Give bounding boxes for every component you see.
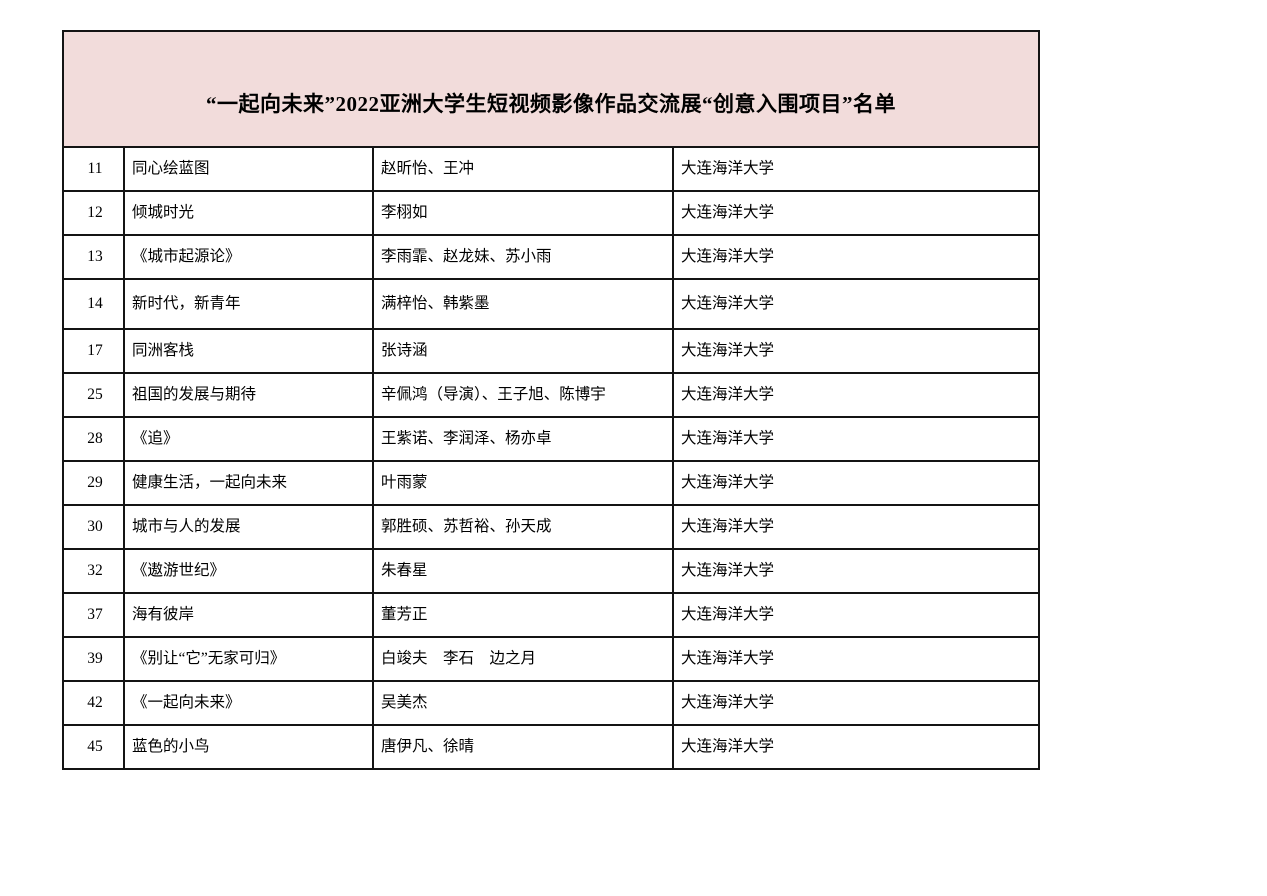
work-title-cell: 《追》 (123, 416, 374, 462)
table-row: 42 《一起向未来》 吴美杰 大连海洋大学 (62, 680, 1040, 726)
work-title-cell: 同洲客栈 (123, 328, 374, 374)
table-title: “一起向未来”2022亚洲大学生短视频影像作品交流展“创意入围项目”名单 (206, 92, 896, 116)
authors-cell: 满梓怡、韩紫墨 (372, 278, 674, 330)
school-cell: 大连海洋大学 (672, 328, 1040, 374)
row-number-cell: 25 (62, 372, 125, 418)
work-title-cell: 城市与人的发展 (123, 504, 374, 550)
work-title-cell: 海有彼岸 (123, 592, 374, 638)
school-cell: 大连海洋大学 (672, 636, 1040, 682)
table-row: 32 《遨游世纪》 朱春星 大连海洋大学 (62, 548, 1040, 594)
row-number-cell: 11 (62, 146, 125, 192)
row-number-cell: 37 (62, 592, 125, 638)
authors-cell: 董芳正 (372, 592, 674, 638)
table-row: 29 健康生活，一起向未来 叶雨蒙 大连海洋大学 (62, 460, 1040, 506)
school-cell: 大连海洋大学 (672, 724, 1040, 770)
table-row: 39 《别让“它”无家可归》 白竣夫 李石 边之月 大连海洋大学 (62, 636, 1040, 682)
row-number-cell: 13 (62, 234, 125, 280)
work-title-cell: 祖国的发展与期待 (123, 372, 374, 418)
school-cell: 大连海洋大学 (672, 460, 1040, 506)
table-row: 28 《追》 王紫诺、李润泽、杨亦卓 大连海洋大学 (62, 416, 1040, 462)
table-row: 11 同心绘蓝图 赵昕怡、王冲 大连海洋大学 (62, 146, 1040, 192)
authors-cell: 朱春星 (372, 548, 674, 594)
work-title-cell: 新时代，新青年 (123, 278, 374, 330)
row-number-cell: 30 (62, 504, 125, 550)
authors-cell: 李雨霏、赵龙妹、苏小雨 (372, 234, 674, 280)
work-title-cell: 蓝色的小鸟 (123, 724, 374, 770)
authors-cell: 李栩如 (372, 190, 674, 236)
authors-cell: 郭胜硕、苏哲裕、孙天成 (372, 504, 674, 550)
work-title-cell: 《一起向未来》 (123, 680, 374, 726)
authors-cell: 辛佩鸿（导演）、王子旭、陈博宇 (372, 372, 674, 418)
school-cell: 大连海洋大学 (672, 372, 1040, 418)
table-row: 30 城市与人的发展 郭胜硕、苏哲裕、孙天成 大连海洋大学 (62, 504, 1040, 550)
table-row: 37 海有彼岸 董芳正 大连海洋大学 (62, 592, 1040, 638)
table-row: 14 新时代，新青年 满梓怡、韩紫墨 大连海洋大学 (62, 278, 1040, 330)
row-number-cell: 17 (62, 328, 125, 374)
school-cell: 大连海洋大学 (672, 680, 1040, 726)
school-cell: 大连海洋大学 (672, 234, 1040, 280)
table-row: 45 蓝色的小鸟 唐伊凡、徐晴 大连海洋大学 (62, 724, 1040, 770)
row-number-cell: 39 (62, 636, 125, 682)
authors-cell: 白竣夫 李石 边之月 (372, 636, 674, 682)
authors-cell: 赵昕怡、王冲 (372, 146, 674, 192)
table-row: 12 倾城时光 李栩如 大连海洋大学 (62, 190, 1040, 236)
school-cell: 大连海洋大学 (672, 416, 1040, 462)
work-title-cell: 健康生活，一起向未来 (123, 460, 374, 506)
authors-cell: 唐伊凡、徐晴 (372, 724, 674, 770)
authors-cell: 叶雨蒙 (372, 460, 674, 506)
document-page: “一起向未来”2022亚洲大学生短视频影像作品交流展“创意入围项目”名单 11 … (62, 30, 1040, 770)
work-title-cell: 《遨游世纪》 (123, 548, 374, 594)
authors-cell: 张诗涵 (372, 328, 674, 374)
row-number-cell: 42 (62, 680, 125, 726)
school-cell: 大连海洋大学 (672, 146, 1040, 192)
row-number-cell: 32 (62, 548, 125, 594)
shortlist-table-body: 11 同心绘蓝图 赵昕怡、王冲 大连海洋大学 12 倾城时光 李栩如 大连海洋大… (62, 146, 1040, 770)
school-cell: 大连海洋大学 (672, 592, 1040, 638)
table-row: 25 祖国的发展与期待 辛佩鸿（导演）、王子旭、陈博宇 大连海洋大学 (62, 372, 1040, 418)
work-title-cell: 倾城时光 (123, 190, 374, 236)
authors-cell: 吴美杰 (372, 680, 674, 726)
table-row: 13 《城市起源论》 李雨霏、赵龙妹、苏小雨 大连海洋大学 (62, 234, 1040, 280)
row-number-cell: 28 (62, 416, 125, 462)
school-cell: 大连海洋大学 (672, 190, 1040, 236)
work-title-cell: 同心绘蓝图 (123, 146, 374, 192)
table-title-banner: “一起向未来”2022亚洲大学生短视频影像作品交流展“创意入围项目”名单 (62, 30, 1040, 148)
school-cell: 大连海洋大学 (672, 278, 1040, 330)
work-title-cell: 《城市起源论》 (123, 234, 374, 280)
row-number-cell: 29 (62, 460, 125, 506)
work-title-cell: 《别让“它”无家可归》 (123, 636, 374, 682)
shortlist-table: 11 同心绘蓝图 赵昕怡、王冲 大连海洋大学 12 倾城时光 李栩如 大连海洋大… (62, 146, 1040, 770)
row-number-cell: 14 (62, 278, 125, 330)
table-row: 17 同洲客栈 张诗涵 大连海洋大学 (62, 328, 1040, 374)
school-cell: 大连海洋大学 (672, 504, 1040, 550)
authors-cell: 王紫诺、李润泽、杨亦卓 (372, 416, 674, 462)
row-number-cell: 45 (62, 724, 125, 770)
school-cell: 大连海洋大学 (672, 548, 1040, 594)
row-number-cell: 12 (62, 190, 125, 236)
